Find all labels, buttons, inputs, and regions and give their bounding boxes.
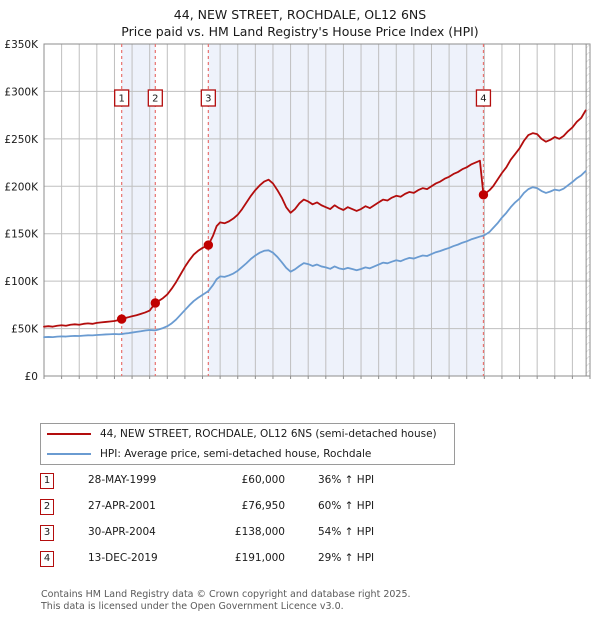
- footer-copyright: Contains HM Land Registry data © Crown c…: [41, 589, 411, 600]
- svg-text:£0: £0: [25, 371, 38, 380]
- transaction-price: £138,000: [234, 526, 285, 538]
- legend-label-hpi: HPI: Average price, semi-detached house,…: [100, 448, 372, 460]
- chart-svg: £0£50K£100K£150K£200K£250K£300K£350K 199…: [4, 40, 591, 380]
- transaction-date: 13-DEC-2019: [88, 552, 158, 564]
- table-row[interactable]: 3 30-APR-2004 £138,000 54% ↑ HPI: [40, 524, 470, 550]
- transaction-date: 28-MAY-1999: [88, 474, 157, 486]
- future-region-hatch: [585, 44, 590, 376]
- row-index-badge: 3: [40, 525, 54, 541]
- gridlines: [43, 43, 591, 379]
- transaction-points: [116, 190, 489, 324]
- transaction-price: £191,000: [234, 552, 285, 564]
- legend-swatch-hpi: [47, 453, 91, 455]
- title-line-primary: 44, NEW STREET, ROCHDALE, OL12 6NS: [173, 7, 427, 22]
- attribution-footer: Contains HM Land Registry data © Crown c…: [41, 589, 561, 612]
- y-axis-tick-labels: £0 £50K £100K £150K £200K £250K £300K £350K: [4, 40, 39, 380]
- row-index-badge: 4: [40, 551, 54, 567]
- svg-text:£150K: £150K: [4, 229, 39, 241]
- svg-text:2: 2: [152, 94, 158, 105]
- legend-label-price-paid: 44, NEW STREET, ROCHDALE, OL12 6NS (semi…: [100, 428, 437, 440]
- transaction-hpi-delta: 29% ↑ HPI: [318, 552, 375, 564]
- transaction-hpi-delta: 60% ↑ HPI: [318, 500, 375, 512]
- transaction-price: £60,000: [241, 474, 285, 486]
- table-row[interactable]: 1 28-MAY-1999 £60,000 36% ↑ HPI: [40, 472, 470, 498]
- svg-text:£300K: £300K: [4, 86, 39, 98]
- transactions-table: 1 28-MAY-1999 £60,000 36% ↑ HPI 2 27-APR…: [40, 472, 470, 576]
- footer-licence: This data is licensed under the Open Gov…: [41, 600, 344, 612]
- price-history-chart: £0£50K£100K£150K£200K£250K£300K£350K 199…: [0, 40, 600, 380]
- row-index-badge: 1: [40, 473, 54, 489]
- page-title: 44, NEW STREET, ROCHDALE, OL12 6NS Price…: [0, 6, 600, 40]
- svg-text:£350K: £350K: [4, 40, 39, 51]
- table-row[interactable]: 2 27-APR-2001 £76,950 60% ↑ HPI: [40, 498, 470, 524]
- svg-text:£200K: £200K: [4, 181, 39, 193]
- transaction-date: 30-APR-2004: [88, 526, 156, 538]
- svg-text:£250K: £250K: [4, 134, 39, 146]
- svg-text:£100K: £100K: [4, 276, 39, 288]
- transaction-date: 27-APR-2001: [88, 500, 156, 512]
- chart-legend: 44, NEW STREET, ROCHDALE, OL12 6NS (semi…: [40, 423, 455, 465]
- svg-text:1: 1: [118, 94, 124, 105]
- transaction-hpi-delta: 54% ↑ HPI: [318, 526, 375, 538]
- transaction-hpi-delta: 36% ↑ HPI: [318, 474, 375, 486]
- svg-text:4: 4: [480, 94, 486, 105]
- row-index-badge: 2: [40, 499, 54, 515]
- series-lines: [43, 109, 587, 339]
- transaction-marker-badges[interactable]: 1 2 3 4: [114, 89, 492, 107]
- legend-item-price-paid: 44, NEW STREET, ROCHDALE, OL12 6NS (semi…: [41, 424, 454, 444]
- svg-text:£50K: £50K: [11, 324, 39, 336]
- legend-item-hpi: HPI: Average price, semi-detached house,…: [41, 444, 454, 464]
- title-line-secondary: Price paid vs. HM Land Registry's House …: [121, 24, 479, 39]
- svg-text:3: 3: [205, 94, 211, 105]
- legend-swatch-price-paid: [47, 433, 91, 435]
- table-row[interactable]: 4 13-DEC-2019 £191,000 29% ↑ HPI: [40, 550, 470, 576]
- shaded-period-bands: [121, 44, 484, 376]
- transaction-price: £76,950: [241, 500, 285, 512]
